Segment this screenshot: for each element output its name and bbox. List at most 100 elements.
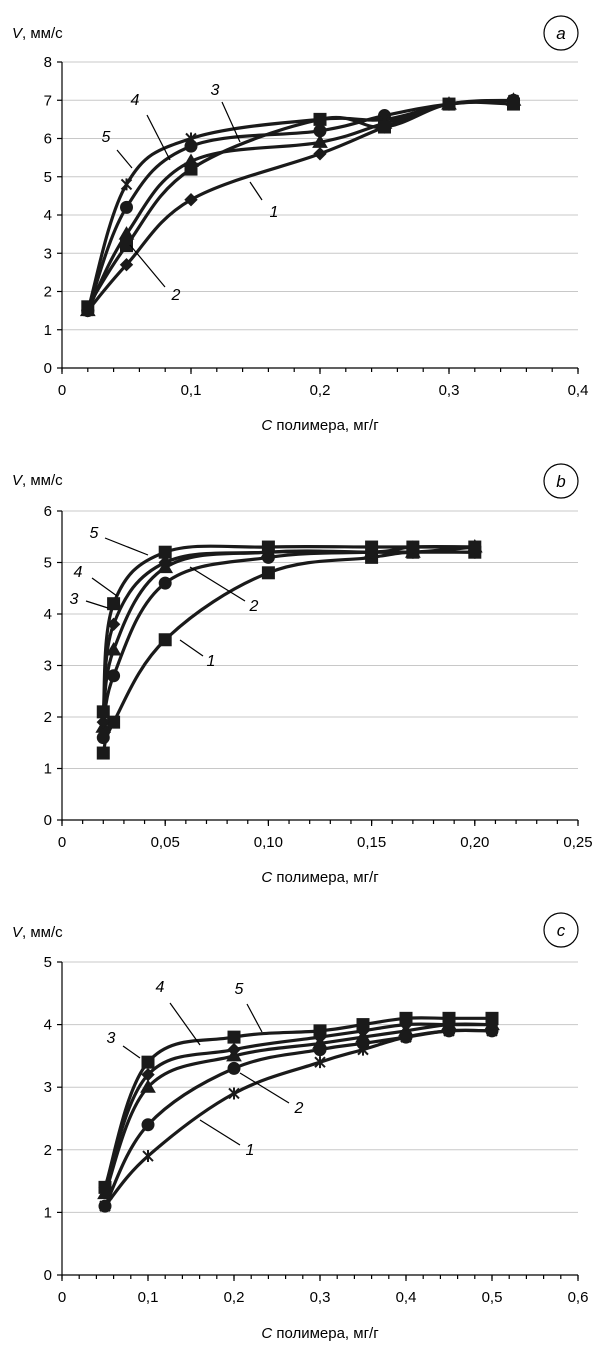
curve-1-leader <box>199 1119 241 1146</box>
curve-2-label: 2 <box>171 287 181 304</box>
series-5-point-2 <box>120 239 133 253</box>
x-tick-label: 0,1 <box>181 382 202 399</box>
panel-label: b <box>556 472 565 491</box>
series-1-markers <box>81 93 521 318</box>
curve-4-leader <box>146 114 171 161</box>
x-tick-label: 0,05 <box>151 834 180 851</box>
series-2-point-4 <box>312 134 328 148</box>
curve-2-label: 2 <box>249 598 259 615</box>
series-5-point-3 <box>227 1030 241 1044</box>
series-1-point-1 <box>96 746 110 760</box>
y-axis-label: V, мм/с <box>12 25 63 42</box>
y-tick-label: 5 <box>44 954 52 971</box>
y-axis-label: V, мм/с <box>12 924 63 941</box>
series-1-point-4 <box>314 1056 326 1069</box>
series-5-markers <box>98 1011 499 1194</box>
y-tick-label: 0 <box>44 1267 52 1284</box>
series-5-point-2 <box>141 1055 155 1069</box>
x-tick-label: 0 <box>58 1289 66 1306</box>
series-4-point-2 <box>106 617 121 632</box>
series-5-point-7 <box>507 97 520 111</box>
series-1-point-2 <box>119 258 134 272</box>
series-4-point-3 <box>185 132 197 145</box>
x-tick-label: 0,5 <box>482 1289 503 1306</box>
curve-2-leader <box>239 1072 290 1104</box>
series-2-point-2 <box>107 669 121 683</box>
series-5-point-8 <box>485 1011 499 1025</box>
series-1-point-3 <box>228 1087 240 1100</box>
series-5-point-4 <box>261 540 275 554</box>
curve-5-leader <box>246 1003 263 1033</box>
x-tick-label: 0,6 <box>568 1289 589 1306</box>
y-tick-label: 0 <box>44 360 52 377</box>
curve-1-label: 1 <box>270 204 279 221</box>
curve-5-leader <box>104 537 149 556</box>
y-tick-label: 1 <box>44 1204 52 1221</box>
curve-4-label: 4 <box>74 564 83 581</box>
series-1-point-4 <box>261 566 275 580</box>
curve-3-label: 3 <box>211 82 220 99</box>
series-5-point-4 <box>313 112 327 126</box>
curve-5-label: 5 <box>90 525 99 542</box>
series-1-point-4 <box>313 147 327 161</box>
x-tick-label: 0,4 <box>396 1289 417 1306</box>
curve-4-leader <box>169 1002 201 1046</box>
curve-3-leader <box>221 101 241 143</box>
series-5-point-6 <box>399 1011 413 1025</box>
panel-label-circle <box>543 15 579 51</box>
curve-3-label: 3 <box>107 1030 116 1047</box>
series-4-point-2 <box>141 1067 155 1082</box>
chart-panel-b: 0 1 2 3 4 5 6 0 0,05 0,10 0,15 0,20 0,25 V, мм/с C пол… <box>12 463 593 886</box>
series-1-point-3 <box>158 633 172 647</box>
series-2-point-3 <box>158 576 172 590</box>
series-5-point-7 <box>442 1011 456 1025</box>
y-tick-label: 5 <box>44 169 52 186</box>
y-tick-label: 2 <box>44 1142 52 1159</box>
x-axis-label: C полимера, мг/г <box>261 1325 379 1342</box>
curve-5-leader <box>116 149 133 169</box>
curve-1-leader <box>179 639 204 657</box>
x-tick-label: 0,15 <box>357 834 386 851</box>
series-2-point-1 <box>96 731 110 745</box>
y-tick-label: 5 <box>44 555 52 572</box>
series-5-point-5 <box>356 1018 370 1032</box>
series-5-point-5 <box>365 540 379 554</box>
x-tick-label: 0,3 <box>439 382 460 399</box>
x-tick-label: 0,2 <box>310 382 331 399</box>
x-axis-label: C полимера, мг/г <box>261 869 379 886</box>
curve-5-label: 5 <box>235 981 244 998</box>
y-tick-label: 0 <box>44 812 52 829</box>
y-tick-label: 4 <box>44 207 52 224</box>
curve-4-leader <box>91 577 118 597</box>
x-tick-label: 0,2 <box>224 1289 245 1306</box>
series-4-point-3 <box>158 555 172 570</box>
curve-3-label: 3 <box>70 591 79 608</box>
x-tick-label: 0,20 <box>460 834 489 851</box>
series-4-markers <box>82 94 520 317</box>
y-tick-label: 2 <box>44 284 52 301</box>
panel-label: a <box>556 24 565 43</box>
y-tick-label: 1 <box>44 761 52 778</box>
series-2-line <box>103 1028 494 1208</box>
series-5-point-5 <box>378 120 391 134</box>
curve-1-label: 1 <box>207 653 216 670</box>
y-tick-label: 8 <box>44 54 52 71</box>
series-3-point-2 <box>140 1079 156 1093</box>
panel-label: c <box>557 921 566 940</box>
series-5-point-1 <box>96 705 110 719</box>
series-5-point-4 <box>313 1024 327 1038</box>
y-tick-label: 7 <box>44 92 52 109</box>
series-4-point-1 <box>96 715 110 729</box>
curve-4-label: 4 <box>131 92 140 109</box>
x-axis-label: C полимера, мг/г <box>261 417 379 434</box>
series-2-point-3 <box>227 1061 241 1075</box>
y-tick-label: 6 <box>44 503 52 520</box>
curve-3-leader <box>85 600 109 609</box>
x-tick-label: 0,25 <box>563 834 592 851</box>
x-tick-label: 0,4 <box>568 382 589 399</box>
series-5-point-2 <box>107 597 121 611</box>
series-5-point-7 <box>468 540 482 554</box>
y-tick-label: 2 <box>44 709 52 726</box>
y-tick-label: 3 <box>44 658 52 675</box>
